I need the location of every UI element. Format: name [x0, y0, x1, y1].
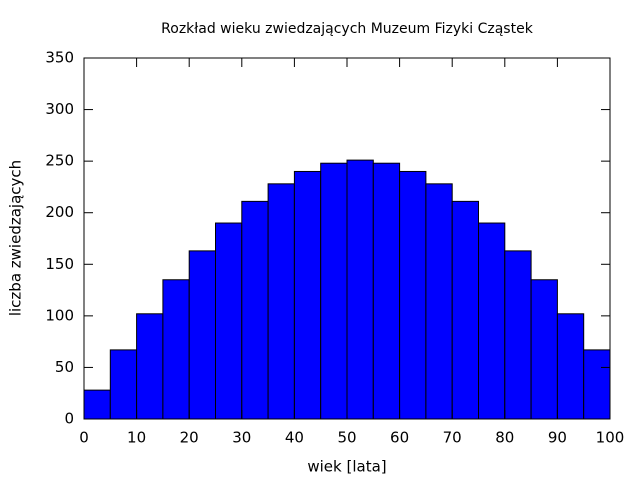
bar: [425, 183, 453, 420]
x-tick-label: 40: [285, 429, 304, 447]
x-tick-label: 100: [596, 429, 625, 447]
y-axis-label: liczba zwiedzających: [7, 160, 25, 316]
bar: [109, 349, 138, 420]
x-tick-label: 0: [79, 429, 89, 447]
bar: [556, 313, 585, 420]
bar: [504, 250, 532, 420]
x-tick-label: 20: [180, 429, 199, 447]
bar: [346, 159, 374, 420]
x-tick-label: 80: [495, 429, 514, 447]
y-tick-label: 150: [45, 255, 74, 273]
x-tick-label: 60: [390, 429, 409, 447]
bar: [188, 250, 216, 420]
y-tick-label: 300: [45, 100, 74, 118]
bar: [320, 162, 348, 420]
bar: [583, 349, 611, 420]
x-tick-label: 30: [232, 429, 251, 447]
y-tick-label: 100: [45, 306, 74, 324]
x-tick-label: 70: [443, 429, 462, 447]
y-tick-label: 350: [45, 49, 74, 67]
chart-title: Rozkład wieku zwiedzających Muzeum Fizyk…: [161, 21, 534, 37]
bar: [241, 200, 269, 420]
x-tick-label: 50: [337, 429, 356, 447]
y-tick-label: 0: [64, 410, 74, 428]
x-tick-label: 10: [127, 429, 146, 447]
bar: [399, 170, 427, 420]
x-tick-label: 90: [548, 429, 567, 447]
bar: [478, 222, 506, 420]
x-axis-label: wiek [lata]: [307, 458, 386, 476]
bar: [267, 183, 295, 420]
bar: [136, 313, 164, 420]
bar: [293, 170, 322, 420]
bar: [451, 200, 480, 420]
bar: [530, 279, 558, 420]
bar: [162, 279, 190, 420]
bar: [83, 389, 111, 420]
bar: [372, 162, 401, 420]
bar: [215, 222, 243, 420]
y-tick-label: 250: [45, 152, 74, 170]
y-tick-label: 50: [55, 358, 74, 376]
y-tick-label: 200: [45, 203, 74, 221]
